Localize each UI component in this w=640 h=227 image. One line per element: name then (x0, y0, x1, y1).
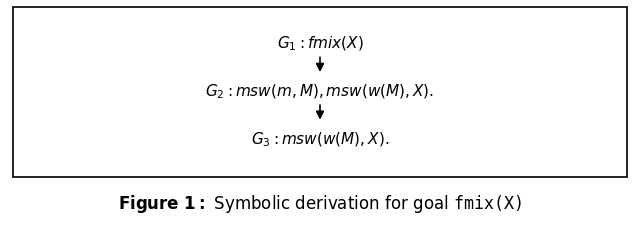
Text: $G_2 : \mathit{msw}(m, M), \mathit{msw}(w(M), X).$: $G_2 : \mathit{msw}(m, M), \mathit{msw}(… (205, 83, 435, 101)
Text: $G_3 : \mathit{msw}(w(M), X).$: $G_3 : \mathit{msw}(w(M), X).$ (251, 130, 389, 149)
Text: $\mathbf{Figure\ 1:}$$\rm{\ Symbolic\ derivation\ for\ goal\ }$$\mathtt{fmix(X)}: $\mathbf{Figure\ 1:}$$\rm{\ Symbolic\ de… (118, 193, 522, 215)
Text: $G_1 : \mathit{fmix}(X)$: $G_1 : \mathit{fmix}(X)$ (276, 35, 364, 54)
FancyBboxPatch shape (13, 7, 627, 177)
